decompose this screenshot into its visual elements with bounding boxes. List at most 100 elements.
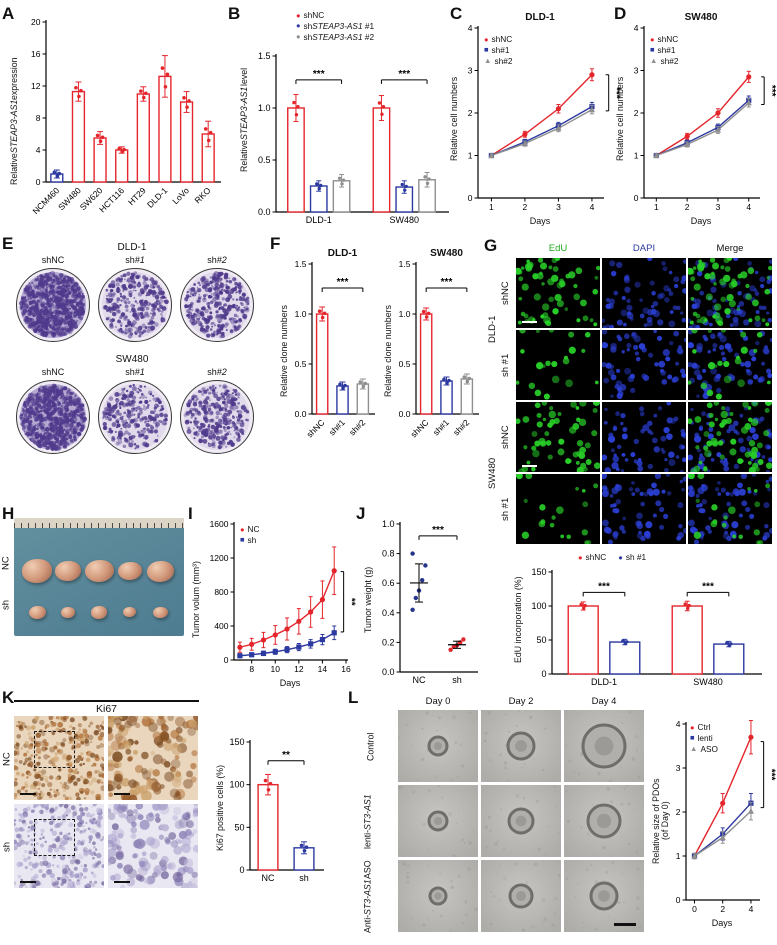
svg-text:2: 2 <box>468 108 473 118</box>
chart-legend: ● shNC ● sh #1 <box>578 552 646 563</box>
scale-bar <box>114 880 130 883</box>
svg-text:shNC: shNC <box>408 417 430 439</box>
tumor <box>117 561 142 581</box>
chart-legend: ● NC ■ sh <box>240 524 260 546</box>
svg-text:RKO: RKO <box>193 185 213 205</box>
legend-item: ● shSTEAP3-AS1 #2 <box>296 32 374 43</box>
organoid-image <box>564 785 644 857</box>
legend-label: sh#2 <box>660 55 679 66</box>
scale-bar <box>20 880 36 883</box>
edu-image <box>516 258 600 328</box>
organoid-image <box>481 710 561 782</box>
square-marker-icon: ■ <box>690 733 695 743</box>
row-label: sh #1 <box>500 353 512 377</box>
square-marker-icon: ■ <box>240 535 245 545</box>
legend-item: ▲ sh#2 <box>650 56 678 67</box>
svg-text:4: 4 <box>468 23 473 33</box>
svg-text:NC: NC <box>262 873 275 883</box>
day-header-2: Day 2 <box>508 696 534 707</box>
legend-label: sh#2 <box>494 55 513 66</box>
y-axis-label: Relative clone numbers <box>382 305 393 397</box>
y-axis-label: Relative cell numbers <box>614 76 625 162</box>
merge-image <box>688 474 772 544</box>
day-header-4: Day 4 <box>591 696 617 707</box>
dapi-image <box>602 330 686 400</box>
chart-legend: ● shNC ■ sh#1 ▲ sh#2 <box>650 34 678 66</box>
channel-header-dapi: DAPI <box>632 243 656 254</box>
x-axis-label: Days <box>690 216 712 226</box>
svg-text:sh#2: sh#2 <box>347 417 367 437</box>
dapi-image <box>602 402 686 472</box>
svg-text:0.6: 0.6 <box>382 578 395 588</box>
chart-title: DLD-1 <box>327 248 358 259</box>
channel-header-edu: EdU <box>548 243 568 254</box>
panel-d-growth-line-chart: 0 1 2 3 4 1 2 3 4 *** SW480 Relative cell numbers Da… <box>614 12 777 226</box>
zoom-region-box <box>33 731 76 769</box>
panel-c-growth-line-chart: 0 1 2 3 4 1 2 3 4 *** DLD-1 Relative cell numbers Da… <box>448 12 622 226</box>
merge-image <box>688 330 772 400</box>
svg-text:8: 8 <box>249 664 254 674</box>
dapi-image <box>602 474 686 544</box>
svg-text:0: 0 <box>541 669 546 679</box>
panel-letter-j: J <box>356 504 366 523</box>
svg-text:16: 16 <box>341 664 351 674</box>
svg-text:***: *** <box>598 581 610 592</box>
svg-text:NCM460: NCM460 <box>30 185 61 216</box>
organoid-image <box>398 710 478 782</box>
organoid-image <box>564 860 644 932</box>
dish-label: shNC <box>41 255 65 265</box>
svg-text:16: 16 <box>31 49 41 59</box>
legend-label: NC <box>247 524 260 534</box>
svg-text:SW480: SW480 <box>389 215 419 225</box>
triangle-marker-icon: ▲ <box>650 56 658 66</box>
svg-text:sh: sh <box>299 873 309 883</box>
svg-text:1: 1 <box>654 202 659 212</box>
svg-text:3: 3 <box>556 202 561 212</box>
edu-image <box>516 474 600 544</box>
svg-text:LoVo: LoVo <box>170 185 191 206</box>
svg-text:0.5: 0.5 <box>258 155 271 165</box>
svg-text:10: 10 <box>271 664 281 674</box>
svg-text:1: 1 <box>489 202 494 212</box>
svg-text:***: *** <box>337 277 349 288</box>
svg-text:1.0: 1.0 <box>258 103 271 113</box>
y-axis-label: Relative cell numbers <box>448 76 459 162</box>
svg-text:0.8: 0.8 <box>382 549 395 559</box>
colony-dish-image <box>98 380 172 454</box>
panel-letter-g: G <box>484 236 498 255</box>
svg-text:0.0: 0.0 <box>382 667 395 677</box>
legend-item: ● shNC <box>650 34 678 45</box>
x-axis-label: Days <box>279 678 301 688</box>
scale-bar <box>522 464 537 467</box>
dish-label: shNC <box>41 367 65 377</box>
svg-text:DLD-1: DLD-1 <box>145 185 170 210</box>
svg-text:3: 3 <box>468 66 473 76</box>
y-axis-label: Tumor weight (g) <box>362 566 373 634</box>
svg-text:0: 0 <box>239 865 244 875</box>
legend-label: sh #1 <box>625 552 647 562</box>
svg-text:SW480: SW480 <box>56 185 83 212</box>
legend-label: shNC <box>303 10 325 20</box>
legend-label: shSTEAP3-AS1 #1 <box>303 20 375 31</box>
svg-text:***: *** <box>432 525 444 536</box>
svg-text:***: *** <box>398 69 410 80</box>
cellline-label-sw480: SW480 <box>487 457 499 489</box>
ihc-image-sh-zoom <box>108 804 198 888</box>
tumor <box>22 559 53 583</box>
svg-text:50: 50 <box>234 822 244 832</box>
svg-text:0: 0 <box>224 655 229 665</box>
svg-text:12: 12 <box>294 664 304 674</box>
x-axis-label: Days <box>711 918 733 928</box>
x-axis-label: Days <box>529 216 551 226</box>
svg-text:0: 0 <box>36 177 41 187</box>
svg-text:1200: 1200 <box>210 553 229 563</box>
panel-letter-k: K <box>2 688 15 707</box>
svg-text:150: 150 <box>229 737 244 747</box>
svg-text:14: 14 <box>318 664 328 674</box>
svg-text:sh#1: sh#1 <box>431 417 451 437</box>
legend-item: ● shNC <box>484 34 512 45</box>
dish-label: sh#2 <box>207 367 227 377</box>
group-label-sh: sh <box>1 841 13 853</box>
chart-title: SW480 <box>430 248 463 259</box>
svg-text:100: 100 <box>531 601 546 611</box>
